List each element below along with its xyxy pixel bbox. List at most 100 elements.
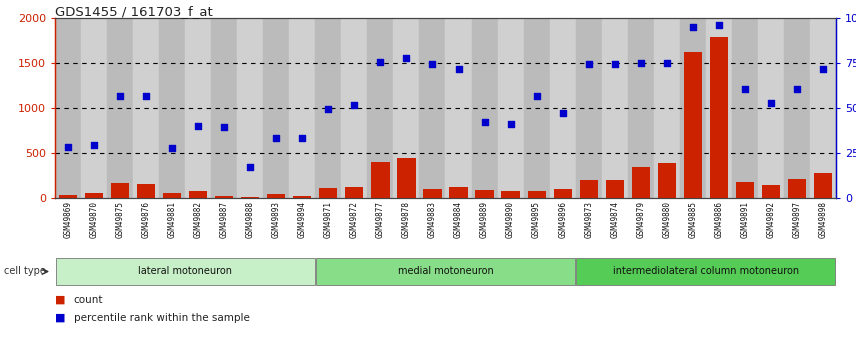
Bar <box>706 18 732 198</box>
Bar <box>810 18 836 198</box>
Bar <box>163 193 181 198</box>
Bar <box>419 18 445 198</box>
Bar <box>576 18 602 198</box>
Bar <box>342 18 367 198</box>
Point <box>373 59 387 65</box>
Bar <box>424 189 442 198</box>
Point <box>608 61 621 67</box>
Bar <box>111 183 129 198</box>
Bar <box>580 180 597 198</box>
Point <box>61 144 74 149</box>
Bar <box>59 195 77 198</box>
Bar <box>527 191 546 198</box>
Bar <box>657 163 676 198</box>
Point <box>790 86 804 92</box>
FancyBboxPatch shape <box>56 258 315 285</box>
Point <box>165 145 179 150</box>
Bar <box>554 189 572 198</box>
Point <box>113 93 127 99</box>
Bar <box>680 18 706 198</box>
Text: lateral motoneuron: lateral motoneuron <box>138 266 232 276</box>
Bar <box>605 180 624 198</box>
Text: ■: ■ <box>55 313 66 323</box>
Bar <box>684 52 702 198</box>
Point <box>816 67 829 72</box>
Bar <box>550 18 576 198</box>
Point <box>478 120 491 125</box>
Bar <box>85 193 104 198</box>
Bar <box>758 18 784 198</box>
Text: intermediolateral column motoneuron: intermediolateral column motoneuron <box>613 266 799 276</box>
Bar <box>497 18 524 198</box>
Point <box>764 100 778 105</box>
Bar <box>602 18 627 198</box>
Text: count: count <box>74 295 104 305</box>
Bar <box>137 184 155 198</box>
Bar <box>788 179 806 198</box>
Point <box>87 142 101 148</box>
Bar <box>345 187 364 198</box>
Point <box>634 60 648 66</box>
Bar <box>237 18 264 198</box>
Point <box>503 121 517 127</box>
Bar <box>732 18 758 198</box>
Bar <box>215 196 234 198</box>
Bar <box>367 18 394 198</box>
Bar <box>627 18 654 198</box>
Bar <box>185 18 211 198</box>
Bar <box>55 18 81 198</box>
Point <box>556 110 569 115</box>
Point <box>270 135 283 140</box>
FancyBboxPatch shape <box>576 258 835 285</box>
Text: ■: ■ <box>55 295 66 305</box>
Point <box>425 61 439 67</box>
Bar <box>133 18 159 198</box>
Bar <box>267 194 285 198</box>
Bar <box>784 18 810 198</box>
Text: percentile rank within the sample: percentile rank within the sample <box>74 313 250 323</box>
Point <box>295 135 309 140</box>
Point <box>192 123 205 129</box>
FancyBboxPatch shape <box>316 258 575 285</box>
Bar <box>241 197 259 198</box>
Bar <box>289 18 315 198</box>
Point <box>530 93 544 99</box>
Bar <box>107 18 133 198</box>
Bar <box>372 162 389 198</box>
Bar <box>502 191 520 198</box>
Bar <box>264 18 289 198</box>
Bar <box>189 191 207 198</box>
Point <box>582 61 596 67</box>
Bar <box>814 173 832 198</box>
Point <box>686 24 699 30</box>
Bar <box>294 196 312 198</box>
Bar <box>397 158 415 198</box>
Bar <box>736 182 754 198</box>
Bar <box>762 185 780 198</box>
Bar <box>524 18 550 198</box>
Bar <box>394 18 419 198</box>
Bar <box>449 187 467 198</box>
Point <box>348 102 361 108</box>
Point <box>140 93 153 99</box>
Bar <box>475 190 494 198</box>
Point <box>452 67 466 72</box>
Text: medial motoneuron: medial motoneuron <box>398 266 493 276</box>
Bar <box>319 188 337 198</box>
Bar <box>632 167 650 198</box>
Bar <box>315 18 342 198</box>
Point <box>738 86 752 92</box>
Bar <box>445 18 472 198</box>
Text: cell type: cell type <box>4 266 46 276</box>
Point <box>322 107 336 112</box>
Point <box>712 22 726 28</box>
Bar <box>211 18 237 198</box>
Bar <box>81 18 107 198</box>
Point <box>243 164 257 169</box>
Bar <box>710 37 728 198</box>
Text: GDS1455 / 161703_f_at: GDS1455 / 161703_f_at <box>55 5 213 18</box>
Bar <box>159 18 185 198</box>
Point <box>217 124 231 130</box>
Bar <box>654 18 680 198</box>
Bar <box>472 18 497 198</box>
